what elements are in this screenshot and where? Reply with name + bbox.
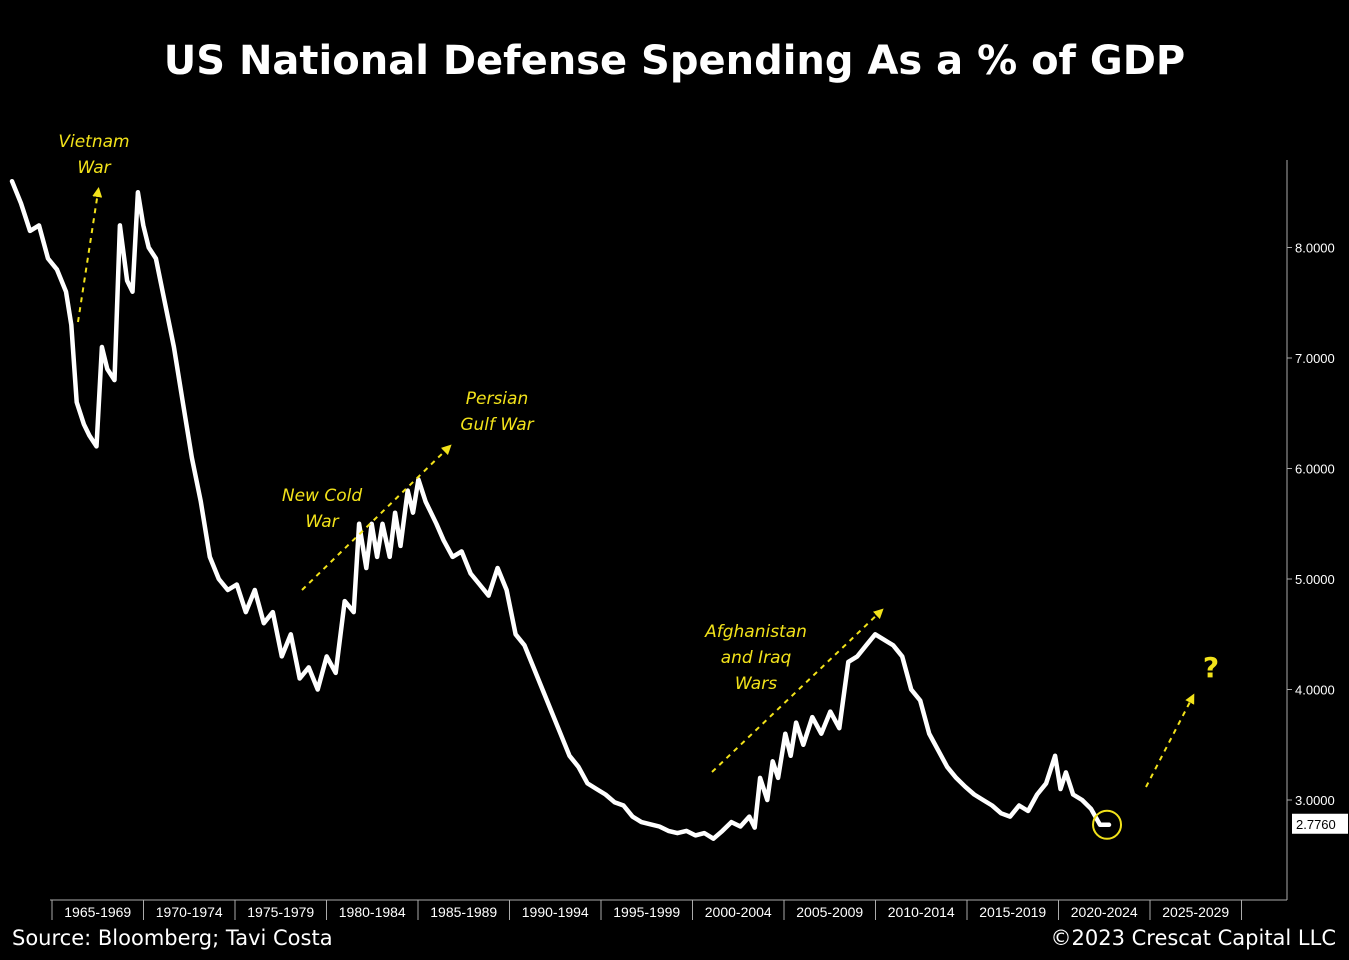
y-tick-label: 4.0000 bbox=[1295, 683, 1335, 698]
y-tick-label: 8.0000 bbox=[1295, 241, 1335, 256]
x-category-label: 2010-2014 bbox=[888, 904, 955, 920]
current-value-circle bbox=[1092, 809, 1123, 840]
axes: 3.0000 4.0000 5.0000 6.0000 7.0000 8.0000 1965… bbox=[50, 160, 1348, 920]
x-category-label: 2020-2024 bbox=[1071, 904, 1138, 920]
x-category-label: 1975-1979 bbox=[247, 904, 314, 920]
trend-arrow bbox=[77, 187, 103, 323]
annotations-layer: Vietnam War New Cold War Persian Gulf War Afgh… bbox=[58, 132, 1219, 840]
x-category-label: 1970-1974 bbox=[156, 904, 223, 920]
y-tick-label: 3.0000 bbox=[1295, 793, 1335, 808]
x-category-label: 1965-1969 bbox=[64, 904, 131, 920]
annotation-line: New Cold bbox=[282, 486, 362, 506]
annotation-line: Vietnam bbox=[58, 132, 129, 152]
x-category-label: 2025-2029 bbox=[1162, 904, 1229, 920]
trend-arrow bbox=[301, 444, 452, 591]
x-category-label: 1995-1999 bbox=[613, 904, 680, 920]
question-mark-annotation: ? bbox=[1203, 651, 1219, 684]
annotation-line: and Iraq bbox=[721, 648, 792, 668]
y-tick-label: 7.0000 bbox=[1295, 351, 1335, 366]
annotation-line: War bbox=[77, 158, 111, 178]
x-category-label: 2005-2009 bbox=[796, 904, 863, 920]
annotation-line: Wars bbox=[735, 674, 777, 694]
annotation-line: Gulf War bbox=[460, 415, 534, 435]
series-layer bbox=[9, 178, 1112, 841]
x-category-label: 1985-1989 bbox=[430, 904, 497, 920]
war-annotation: Afghanistan and Iraq Wars bbox=[704, 622, 807, 694]
x-category-label: 2015-2019 bbox=[979, 904, 1046, 920]
annotation-line: War bbox=[305, 512, 339, 532]
y-tick-label: 6.0000 bbox=[1295, 462, 1335, 477]
last-value-badge bbox=[1292, 813, 1348, 834]
annotation-line: Persian bbox=[466, 389, 528, 409]
annotation-line: ? bbox=[1203, 651, 1219, 684]
series-line bbox=[9, 178, 1112, 841]
annotation-line: Afghanistan bbox=[704, 622, 807, 642]
source-note: Source: Bloomberg; Tavi Costa bbox=[12, 926, 333, 950]
y-tick-label: 5.0000 bbox=[1295, 572, 1335, 587]
chart-title: US National Defense Spending As a % of G… bbox=[163, 38, 1186, 84]
trend-arrow bbox=[711, 608, 884, 773]
war-annotation: Persian Gulf War bbox=[460, 389, 534, 435]
war-annotation: Vietnam War bbox=[58, 132, 129, 178]
copyright-note: ©2023 Crescat Capital LLC bbox=[1050, 926, 1336, 950]
x-category-label: 2000-2004 bbox=[705, 904, 772, 920]
x-category-label: 1990-1994 bbox=[522, 904, 589, 920]
x-category-label: 1980-1984 bbox=[339, 904, 406, 920]
war-annotation: New Cold War bbox=[282, 486, 362, 532]
trend-arrow bbox=[1145, 693, 1195, 788]
last-value-label: 2.7760 bbox=[1296, 817, 1336, 832]
